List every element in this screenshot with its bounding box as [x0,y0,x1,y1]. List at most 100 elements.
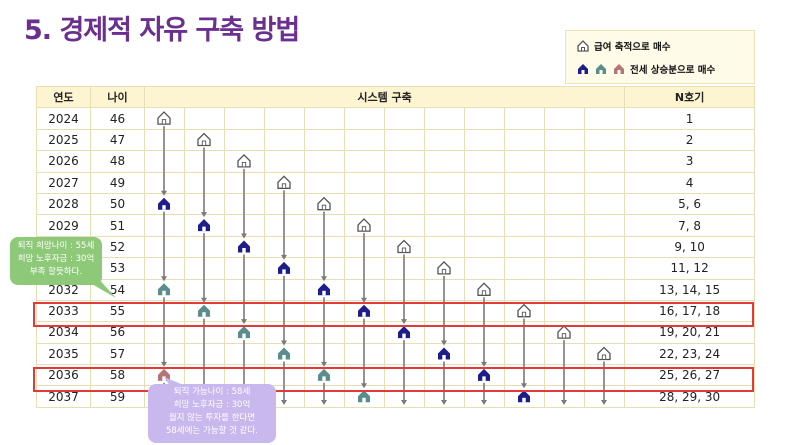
cell-system [504,128,545,152]
cell-year: 2035 [36,342,91,366]
cell-system [464,128,505,152]
cell-system [583,342,626,366]
cell-system [504,171,545,194]
cell-system [544,235,585,259]
cell-system [304,235,345,259]
cell-system [583,171,626,194]
cell-system [583,299,626,323]
cell-system [544,257,585,280]
cell-system [384,235,425,259]
cell-year: 2025 [36,128,91,152]
cell-system [384,278,425,301]
cell-system [344,278,385,301]
callout-green-line-3: 부족 할듯하다. [29,267,83,277]
cell-year: 2027 [36,171,91,194]
cell-system [384,107,425,130]
cell-system [304,107,345,130]
table-row: 2030529, 10 [36,235,756,259]
legend-box: 급여 축적으로 매수 전세 상승분으로 매수 [565,30,755,84]
cell-system [544,192,585,216]
house-teal-icon [596,64,606,74]
table-row: 2029 51 7, 8 [36,214,756,237]
cell-system [304,342,345,366]
cell-system [184,150,225,173]
cell-n: 2 [624,128,756,152]
callout-retire-possible: 퇴직 가능나이 : 58세 희망 노후자금 : 30억 월지 않는 투자를 한다… [148,384,276,443]
legend-salary-row: 급여 축적으로 매수 [576,37,671,55]
cell-system [424,192,465,216]
cell-system [184,192,225,216]
cell-system [264,192,305,216]
cell-system [583,192,626,216]
cell-n: 9, 10 [624,235,756,259]
cell-n: 4 [624,171,756,194]
cell-system [144,171,185,194]
callout-green-line-1: 퇴직 희망나이 : 55세 [17,241,95,251]
cell-n: 5, 6 [624,192,756,216]
cell-system [384,171,425,194]
house-outline-icon [577,40,589,52]
table-row: 2025 47 2 [36,128,756,152]
cell-system [384,214,425,237]
cell-system [264,214,305,237]
cell-system [464,171,505,194]
cell-system [384,192,425,216]
cell-system [504,192,545,216]
table-row: 2035 57 22, 23, 24 [36,342,756,366]
cell-system [344,235,385,259]
cell-system [264,342,305,366]
cell-system [184,257,225,280]
cell-system [304,278,345,301]
cell-system [424,235,465,259]
cell-system [424,171,465,194]
cell-year: 2029 [36,214,91,237]
cell-n: 13, 14, 15 [624,278,756,301]
cell-system [544,214,585,237]
cell-system [384,342,425,366]
cell-system [224,214,265,237]
cell-system [464,235,505,259]
cell-system [184,107,225,130]
cell-system [424,150,465,173]
cell-system [264,257,305,280]
cell-system [344,128,385,152]
cell-system [504,214,545,237]
callout-purple-line-2: 희망 노후자금 : 30억 [173,400,251,410]
cell-system [144,128,185,152]
cell-system [144,342,185,366]
legend-salary-label: 급여 축적으로 매수 [594,42,671,53]
cell-system [224,342,265,366]
cell-system [424,342,465,366]
cell-system [344,257,385,280]
cell-system [583,214,626,237]
cell-system [304,214,345,237]
cell-system [264,128,305,152]
house-navy-icon [578,64,588,74]
cell-system [184,171,225,194]
cell-system [424,128,465,152]
cell-system [424,278,465,301]
cell-system [464,278,505,301]
cell-system [384,150,425,173]
table-row: 2026 48 3 [36,150,756,173]
cell-system [504,107,545,130]
table-row: 20315311, 12 [36,257,756,280]
header-n: N호기 [624,85,756,109]
cell-system [224,150,265,173]
cell-system [224,107,265,130]
callout-retire-hope: 퇴직 희망나이 : 55세 희망 노후자금 : 30억 부족 할듯하다. [10,237,102,285]
cell-system [184,342,225,366]
cell-system [224,128,265,152]
cell-system [264,278,305,301]
cell-system [184,128,225,152]
cell-system [304,192,345,216]
cell-age: 51 [90,214,145,237]
cell-system [583,128,626,152]
cell-system [264,107,305,130]
cell-system [224,278,265,301]
cell-system [464,342,505,366]
cell-year: 2024 [36,107,91,130]
cell-system [583,150,626,173]
cell-system [583,107,626,130]
cell-system [184,235,225,259]
